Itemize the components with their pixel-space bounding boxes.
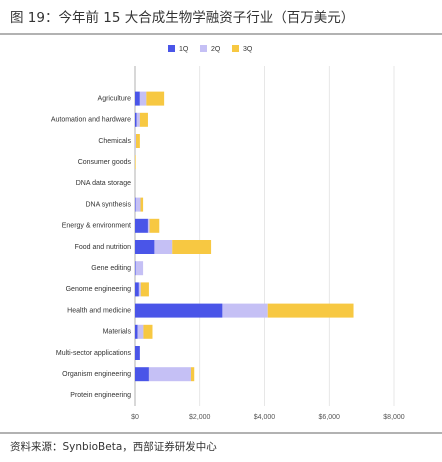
y-tick-label: DNA data storage bbox=[76, 180, 131, 187]
y-tick-label: Consumer goods bbox=[78, 159, 132, 166]
y-tick-label: Organism engineering bbox=[62, 371, 131, 378]
bar-segment bbox=[267, 303, 354, 318]
bar-segment bbox=[146, 91, 165, 106]
bar-segment bbox=[140, 282, 149, 297]
bar-segment bbox=[135, 218, 148, 233]
bar-segment bbox=[135, 134, 140, 148]
y-tick-label: Food and nutrition bbox=[75, 244, 132, 251]
bar-segment bbox=[135, 346, 140, 360]
bar-segment bbox=[139, 91, 147, 106]
y-tick-label: Genome engineering bbox=[66, 286, 131, 293]
x-tick-label: $8,000 bbox=[383, 414, 405, 421]
y-tick-label: Agriculture bbox=[98, 95, 132, 102]
legend-swatch bbox=[168, 45, 175, 52]
legend-swatch bbox=[232, 45, 239, 52]
bar-segment bbox=[149, 218, 160, 233]
legend-label: 1Q bbox=[179, 46, 189, 53]
bar-segment bbox=[135, 155, 136, 170]
y-tick-label: Energy & environment bbox=[62, 223, 131, 230]
bar-segment bbox=[143, 324, 153, 339]
legend-label: 3Q bbox=[243, 46, 253, 53]
bar-segment bbox=[135, 240, 155, 254]
bar-segment bbox=[138, 282, 141, 297]
bar-segment bbox=[191, 367, 195, 382]
bar-segment bbox=[135, 282, 139, 297]
y-tick-label: Materials bbox=[103, 329, 132, 336]
bar-segment bbox=[136, 112, 140, 127]
bar-segment bbox=[135, 303, 223, 318]
bar-segment bbox=[135, 91, 140, 106]
bar-segment bbox=[135, 134, 136, 148]
bar-segment bbox=[135, 261, 144, 276]
bar-segment bbox=[154, 240, 173, 254]
y-tick-label: DNA synthesis bbox=[85, 201, 131, 208]
bar-segment bbox=[137, 324, 144, 339]
x-tick-label: $2,000 bbox=[189, 414, 211, 421]
bar-segment bbox=[135, 112, 137, 127]
x-tick-label: $6,000 bbox=[319, 414, 341, 421]
y-tick-label: Automation and hardware bbox=[51, 117, 131, 124]
bar-segment bbox=[135, 324, 138, 339]
y-tick-label: Gene editing bbox=[91, 265, 131, 272]
bar-segment bbox=[135, 367, 149, 382]
x-tick-label: $0 bbox=[131, 414, 139, 421]
source: 资料来源：SynbioBeta，西部证券研发中心 bbox=[10, 440, 217, 453]
bar-segment bbox=[139, 112, 148, 127]
bar-segment bbox=[140, 197, 144, 212]
bar-segment bbox=[135, 197, 136, 212]
bar-segment bbox=[222, 303, 268, 318]
legend-label: 2Q bbox=[211, 46, 221, 53]
bar-segment bbox=[135, 261, 136, 276]
y-tick-label: Protein engineering bbox=[70, 392, 131, 399]
bar-segment bbox=[172, 240, 212, 254]
chart-title: 图 19：今年前 15 大合成生物学融资子行业（百万美元） bbox=[10, 9, 354, 26]
bar-segment bbox=[135, 197, 141, 212]
x-tick-label: $4,000 bbox=[254, 414, 276, 421]
y-tick-label: Health and medicine bbox=[67, 307, 131, 314]
y-tick-label: Multi-sector applications bbox=[56, 350, 132, 357]
y-tick-label: Chemicals bbox=[98, 138, 131, 145]
bar-segment bbox=[148, 367, 192, 382]
bar-segment bbox=[147, 218, 150, 233]
legend-swatch bbox=[200, 45, 207, 52]
